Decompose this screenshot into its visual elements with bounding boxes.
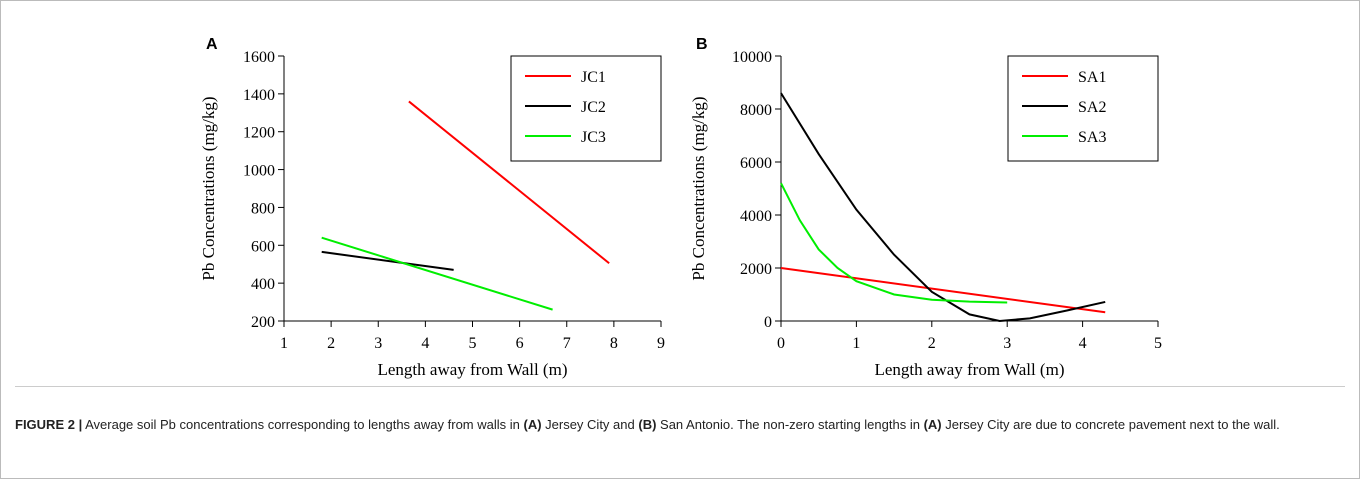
x-axis-label: Length away from Wall (m) bbox=[378, 360, 568, 379]
legend-label: SA2 bbox=[1078, 99, 1106, 116]
y-tick-label: 4000 bbox=[740, 208, 772, 225]
caption-part: Average soil Pb concentrations correspon… bbox=[82, 417, 524, 432]
caption-part: Jersey City and bbox=[541, 417, 639, 432]
y-tick-label: 400 bbox=[251, 276, 275, 293]
x-tick-label: 5 bbox=[469, 335, 477, 352]
x-tick-label: 1 bbox=[852, 335, 860, 352]
x-tick-label: 2 bbox=[327, 335, 335, 352]
x-tick-label: 3 bbox=[374, 335, 382, 352]
x-tick-label: 6 bbox=[516, 335, 524, 352]
data-line bbox=[780, 92, 1106, 323]
caption: FIGURE 2 | Average soil Pb concentration… bbox=[15, 415, 1345, 435]
separator bbox=[15, 386, 1345, 387]
legend-label: JC2 bbox=[581, 99, 606, 116]
y-tick-label: 8000 bbox=[740, 102, 772, 119]
y-tick-label: 800 bbox=[251, 200, 275, 217]
y-tick-label: 200 bbox=[251, 314, 275, 331]
x-axis-label: Length away from Wall (m) bbox=[875, 360, 1065, 379]
x-tick-label: 1 bbox=[280, 335, 288, 352]
caption-part: FIGURE 2 | bbox=[15, 417, 83, 432]
caption-part: (B) bbox=[638, 417, 657, 432]
legend-box bbox=[1007, 55, 1159, 162]
y-tick-label: 1600 bbox=[243, 49, 275, 66]
x-tick-label: 9 bbox=[657, 335, 665, 352]
x-tick-label: 4 bbox=[421, 335, 429, 352]
x-tick-label: 3 bbox=[1003, 335, 1011, 352]
caption-part: Jersey City are due to concrete pavement… bbox=[941, 417, 1280, 432]
y-tick-label: 1400 bbox=[243, 87, 275, 104]
legend-label: JC3 bbox=[581, 129, 606, 146]
data-line bbox=[408, 100, 610, 265]
x-tick-label: 8 bbox=[610, 335, 618, 352]
legend-box bbox=[510, 55, 662, 162]
y-axis-label: Pb Concentrations (mg/kg) bbox=[199, 96, 218, 280]
x-tick-label: 2 bbox=[928, 335, 936, 352]
data-line bbox=[321, 250, 454, 271]
data-line bbox=[321, 236, 553, 311]
y-axis-label: Pb Concentrations (mg/kg) bbox=[689, 96, 708, 280]
x-tick-label: 5 bbox=[1154, 335, 1162, 352]
y-tick-label: 2000 bbox=[740, 261, 772, 278]
x-tick-label: 0 bbox=[777, 335, 785, 352]
y-tick-label: 10000 bbox=[732, 49, 772, 66]
caption-part: San Antonio. The non-zero starting lengt… bbox=[656, 417, 924, 432]
x-tick-label: 7 bbox=[563, 335, 571, 352]
panel-label: B bbox=[696, 36, 708, 53]
y-tick-label: 6000 bbox=[740, 155, 772, 172]
caption-part: (A) bbox=[523, 417, 542, 432]
data-line bbox=[780, 267, 1106, 314]
panel-label: A bbox=[206, 36, 218, 53]
legend-label: SA1 bbox=[1078, 69, 1106, 86]
data-line bbox=[780, 182, 1008, 304]
y-tick-label: 600 bbox=[251, 238, 275, 255]
legend-label: SA3 bbox=[1078, 129, 1106, 146]
y-tick-label: 0 bbox=[764, 314, 772, 331]
y-tick-label: 1200 bbox=[243, 125, 275, 142]
y-tick-label: 1000 bbox=[243, 163, 275, 180]
legend-label: JC1 bbox=[581, 69, 606, 86]
x-tick-label: 4 bbox=[1079, 335, 1087, 352]
caption-part: (A) bbox=[923, 417, 942, 432]
